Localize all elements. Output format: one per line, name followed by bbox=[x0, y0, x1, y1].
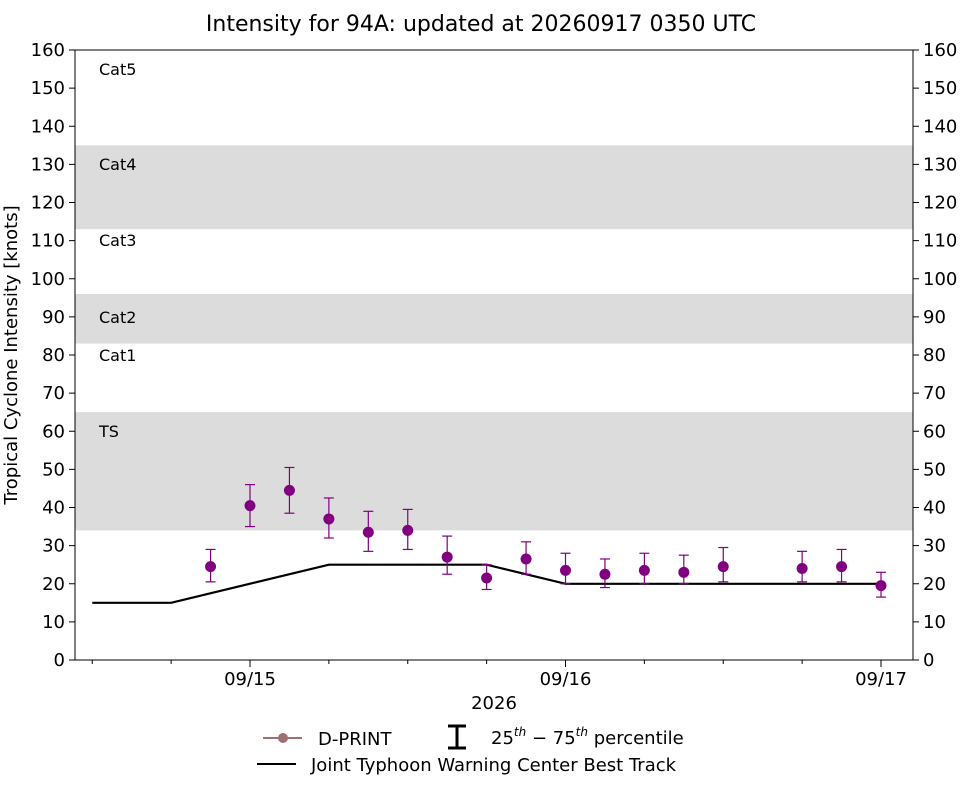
y-tick-label-left: 10 bbox=[42, 612, 65, 633]
best-track-layer bbox=[92, 563, 881, 604]
category-band-cat2 bbox=[75, 294, 913, 344]
dprint-point bbox=[560, 564, 571, 576]
dprint-points bbox=[205, 484, 887, 592]
y-tick-label-left: 90 bbox=[42, 307, 65, 328]
x-tick-label: 09/16 bbox=[540, 669, 592, 690]
y-tick-label-right: 50 bbox=[923, 459, 946, 480]
y-tick-label-left: 120 bbox=[31, 193, 65, 214]
category-labels: Cat5 Cat4 Cat3 Cat2 Cat1 TS bbox=[98, 60, 136, 441]
dprint-point bbox=[836, 561, 848, 573]
legend-percentile-label: 25th − 75th percentile bbox=[491, 725, 684, 749]
y-tick-label-right: 30 bbox=[923, 536, 946, 557]
y-tick-label-right: 110 bbox=[923, 231, 957, 252]
y-tick-label-left: 20 bbox=[42, 574, 65, 595]
dprint-point bbox=[875, 580, 887, 592]
legend-besttrack-label: Joint Typhoon Warning Center Best Track bbox=[310, 755, 677, 776]
y-tick-label-right: 130 bbox=[923, 154, 957, 175]
y-tick-label-right: 150 bbox=[923, 78, 957, 99]
y-tick-label-right: 70 bbox=[923, 383, 946, 404]
category-band-ts bbox=[75, 412, 913, 531]
y-tick-label-right: 160 bbox=[923, 40, 957, 61]
y-axis-left: 0 10 20 30 40 50 60 70 80 90 100 110 120 130 140 150 160 bbox=[31, 40, 75, 671]
x-axis-label: 2026 bbox=[471, 693, 517, 714]
legend-dprint-label: D-PRINT bbox=[318, 729, 392, 750]
y-tick-label-right: 80 bbox=[923, 345, 946, 366]
dprint-point bbox=[283, 484, 295, 496]
y-tick-label-left: 100 bbox=[31, 269, 65, 290]
y-tick-label-left: 130 bbox=[31, 154, 65, 175]
legend-dprint-marker bbox=[278, 733, 288, 743]
dprint-point bbox=[402, 524, 414, 536]
y-axis-label: Tropical Cyclone Intensity [knots] bbox=[1, 205, 22, 505]
category-band-cat4 bbox=[75, 145, 913, 230]
x-tick-label: 09/15 bbox=[224, 669, 276, 690]
y-axis-right: 0 10 20 30 40 50 60 70 80 90 100 110 120 130 140 150 160 bbox=[913, 40, 957, 671]
y-tick-label-right: 0 bbox=[923, 650, 934, 671]
chart-title: Intensity for 94A: updated at 20260917 0… bbox=[206, 12, 756, 37]
y-tick-label-left: 150 bbox=[31, 78, 65, 99]
dprint-point bbox=[323, 513, 335, 525]
dprint-point bbox=[717, 561, 729, 573]
dprint-point bbox=[520, 553, 532, 565]
y-tick-label-right: 140 bbox=[923, 116, 957, 137]
dprint-point bbox=[244, 500, 256, 512]
dprint-point bbox=[205, 561, 217, 573]
dprint-point bbox=[678, 566, 690, 578]
plot-frame bbox=[74, 49, 914, 661]
y-tick-label-left: 70 bbox=[42, 383, 65, 404]
y-tick-label-left: 0 bbox=[54, 650, 65, 671]
y-tick-label-left: 110 bbox=[31, 231, 65, 252]
y-tick-label-right: 10 bbox=[923, 612, 946, 633]
y-tick-label-left: 80 bbox=[42, 345, 65, 366]
y-tick-label-right: 20 bbox=[923, 574, 946, 595]
category-label-cat1: Cat1 bbox=[99, 346, 136, 365]
best-track-line bbox=[92, 563, 881, 604]
legend: D-PRINT 25th − 75th percentile Joint Typ… bbox=[257, 724, 684, 776]
category-label-cat3: Cat3 bbox=[99, 231, 136, 250]
y-tick-label-right: 100 bbox=[923, 269, 957, 290]
legend-errorbar-icon bbox=[448, 724, 466, 750]
y-tick-label-left: 160 bbox=[31, 40, 65, 61]
x-axis: 09/15 09/16 09/17 bbox=[91, 660, 907, 690]
dprint-point bbox=[599, 568, 611, 580]
x-tick-label: 09/17 bbox=[855, 669, 907, 690]
y-tick-label-left: 140 bbox=[31, 116, 65, 137]
y-tick-label-left: 40 bbox=[42, 498, 65, 519]
dprint-point bbox=[362, 526, 374, 538]
category-label-cat2: Cat2 bbox=[99, 308, 136, 327]
dprint-point bbox=[441, 551, 453, 563]
category-bands bbox=[75, 145, 913, 531]
y-tick-label-right: 40 bbox=[923, 498, 946, 519]
y-tick-label-left: 50 bbox=[42, 459, 65, 480]
category-label-cat5: Cat5 bbox=[99, 60, 136, 79]
y-tick-label-right: 60 bbox=[923, 421, 946, 442]
category-label-cat4: Cat4 bbox=[99, 155, 136, 174]
dprint-point bbox=[481, 572, 493, 584]
dprint-point bbox=[796, 563, 808, 574]
dprint-point bbox=[638, 564, 650, 576]
y-tick-label-left: 30 bbox=[42, 536, 65, 557]
y-tick-label-right: 90 bbox=[923, 307, 946, 328]
y-tick-label-left: 60 bbox=[42, 421, 65, 442]
y-tick-label-right: 120 bbox=[923, 193, 957, 214]
category-label-ts: TS bbox=[98, 422, 119, 441]
